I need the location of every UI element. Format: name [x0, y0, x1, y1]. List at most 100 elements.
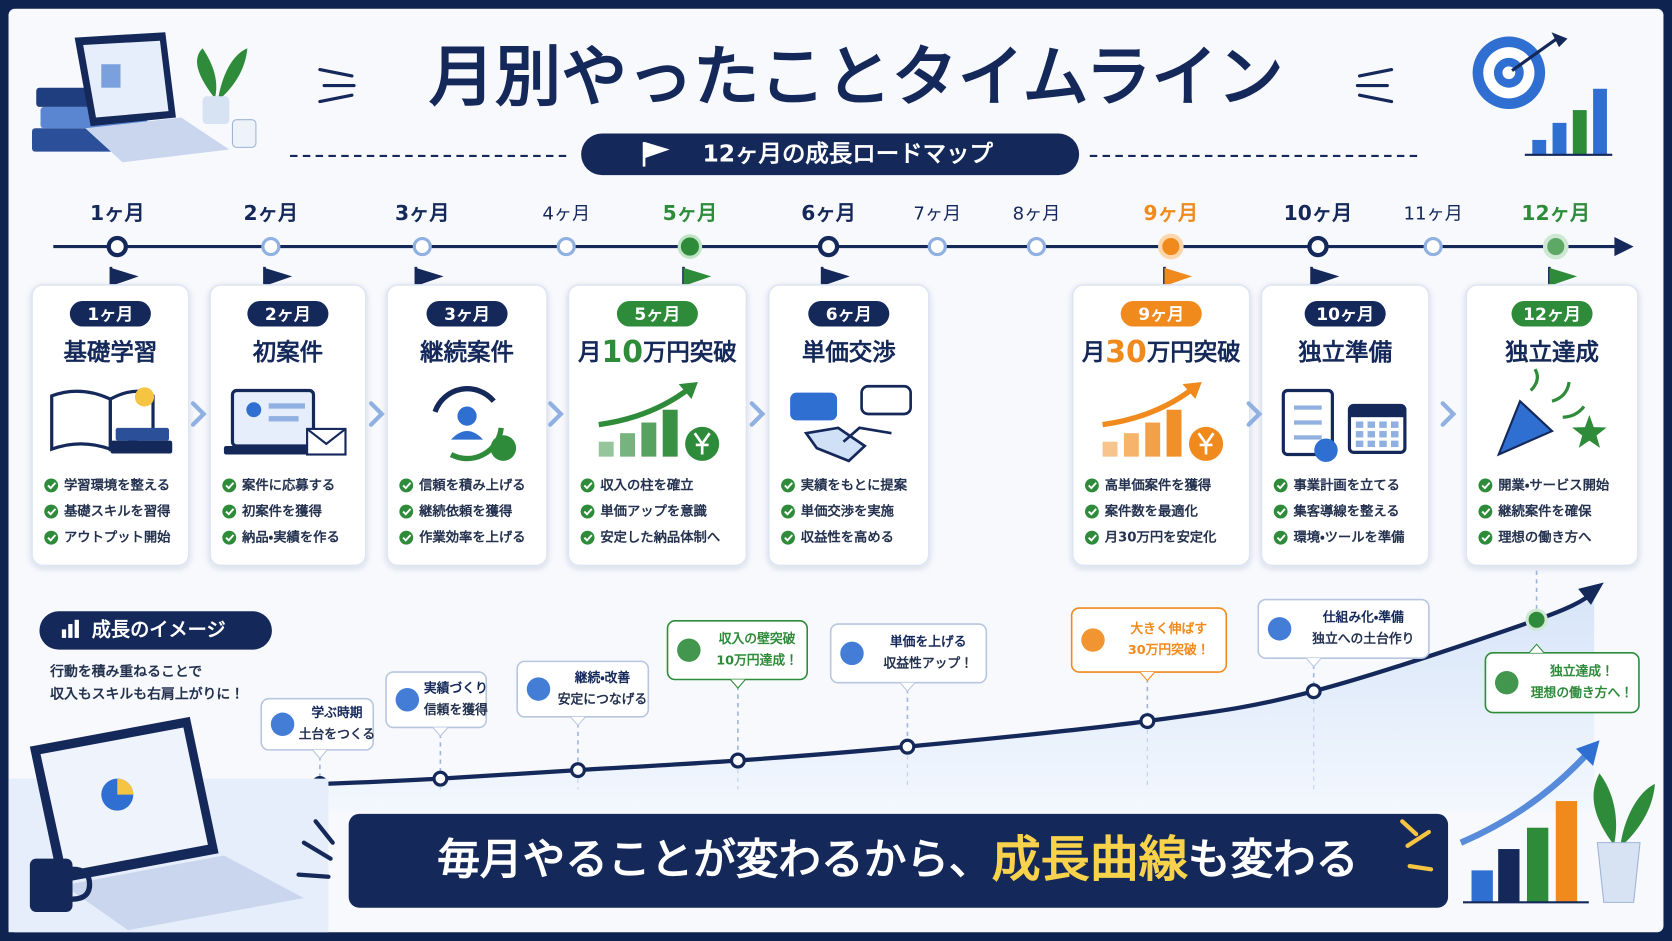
check-icon	[580, 504, 595, 519]
deco-bar	[1572, 110, 1587, 155]
icon-person-body	[451, 431, 484, 440]
check-mark	[47, 534, 57, 542]
month-badge-text: 3ヶ月	[444, 305, 490, 325]
icon-bar	[1102, 441, 1118, 457]
check-icon	[44, 504, 59, 519]
icon-bar	[1166, 409, 1182, 457]
bottom-right-decoration	[1463, 773, 1655, 904]
icon-cal-cell	[1367, 421, 1376, 428]
banner-accent	[296, 872, 331, 879]
check-icon	[44, 530, 59, 545]
title-accent	[1355, 67, 1394, 104]
milestone-dot	[677, 234, 703, 259]
target-decoration	[1472, 32, 1613, 156]
check-mark	[1088, 482, 1097, 490]
callout-icon	[1494, 670, 1519, 695]
curve-point	[1139, 713, 1156, 730]
check-mark	[1276, 534, 1286, 542]
month-badge	[1304, 300, 1386, 327]
card-item: 単価アップを意識	[600, 503, 707, 520]
icon-star	[1572, 415, 1607, 448]
title-part: 10	[601, 335, 643, 370]
card-title: 初案件	[252, 338, 323, 366]
card-title: 継続案件	[420, 338, 514, 366]
banner-accent	[301, 840, 333, 861]
icon-handshake	[842, 426, 892, 443]
growth-curve	[250, 591, 1596, 789]
card-title: 月30万円突破	[1081, 335, 1241, 370]
icon-bubble	[860, 384, 912, 416]
card-item: 案件数を最適化	[1104, 503, 1199, 520]
subtitle-pill	[581, 133, 1080, 176]
growth-description: 収入もスキルも右肩上がりに！	[50, 685, 244, 702]
month-label: 2ヶ月	[244, 201, 299, 225]
check-icon	[1084, 478, 1099, 493]
month-label: 5ヶ月	[663, 201, 718, 225]
banner-accent	[1407, 863, 1434, 872]
flag	[415, 267, 444, 287]
callout-text: 安定につなげる	[558, 691, 647, 707]
callout: 独立達成！ 理想の働き方へ！	[1484, 570, 1640, 714]
deco-bar	[1498, 849, 1520, 903]
title-part: 継続案件	[420, 338, 514, 366]
mug-handle	[72, 866, 93, 902]
card-item: 納品・実績を作る	[241, 529, 340, 546]
callout-text: 実績づくり	[424, 681, 488, 697]
plant-pot	[202, 96, 230, 124]
icon-confetti	[1529, 368, 1586, 419]
timeline-arrow	[1614, 236, 1634, 257]
icon-check	[490, 435, 517, 461]
card-icon	[1281, 388, 1407, 462]
card-item: 集客導線を整える	[1292, 503, 1399, 520]
callout-pointer	[1139, 671, 1156, 682]
callout: 収入の壁突破 10万円達成！	[666, 620, 809, 790]
icon-bar	[620, 433, 635, 457]
month-badge	[1511, 300, 1593, 327]
milestone-dot	[106, 235, 128, 258]
callout-pointer	[730, 679, 746, 689]
card-item: 収入の柱を確立	[600, 476, 693, 493]
callout-box	[1257, 598, 1430, 659]
month-badge-text: 10ヶ月	[1316, 305, 1374, 325]
icon-lines	[1293, 435, 1322, 440]
flag	[822, 267, 850, 287]
month-label: 4ヶ月	[542, 204, 590, 225]
flag	[110, 267, 139, 287]
title-accent	[318, 67, 356, 104]
title-part: 万円突破	[1147, 338, 1241, 366]
bottom-left-decoration	[8, 716, 329, 933]
title-part: 月	[1081, 338, 1105, 366]
month-label: 6ヶ月	[801, 201, 856, 225]
month-badge	[1120, 300, 1202, 327]
check-mark	[583, 508, 593, 516]
callout-icon	[1081, 628, 1105, 652]
banner	[348, 813, 1449, 908]
check-icon	[222, 504, 237, 519]
card-title: 月10万円突破	[577, 335, 737, 370]
title-part: 単価交渉	[802, 338, 896, 366]
card-title: 独立準備	[1298, 338, 1392, 366]
content: 月別やったことタイムライン 12ヶ月の成長ロードマップ 1ヶ月 2ヶ月 3ヶ月 4ヶ月 5ヶ…	[8, 32, 1655, 933]
icon-bar	[1123, 433, 1139, 457]
callout-text: 収入の壁突破	[719, 631, 796, 647]
icon-cycle	[432, 386, 496, 413]
card-item: 理想の働き方へ	[1498, 529, 1591, 546]
banner-part: 毎月やることが変わるから、	[437, 834, 991, 884]
callout-pointer	[312, 749, 328, 760]
curve-point	[432, 770, 449, 787]
card-item: 案件に応募する	[241, 476, 335, 493]
card-item: 単価交渉を実施	[801, 503, 895, 520]
callout-icon	[526, 677, 551, 701]
callout-pointer	[570, 716, 586, 727]
card-box	[1260, 284, 1430, 567]
card-icon	[223, 388, 347, 456]
month-label: 3ヶ月	[395, 201, 450, 225]
flag	[264, 267, 293, 287]
callout-text: 仕組み化・準備	[1322, 610, 1404, 626]
card-item: 高単価案件を獲得	[1105, 476, 1212, 493]
growth-label: 成長のイメージ	[92, 618, 226, 641]
icon-cal-cell	[1367, 440, 1376, 448]
